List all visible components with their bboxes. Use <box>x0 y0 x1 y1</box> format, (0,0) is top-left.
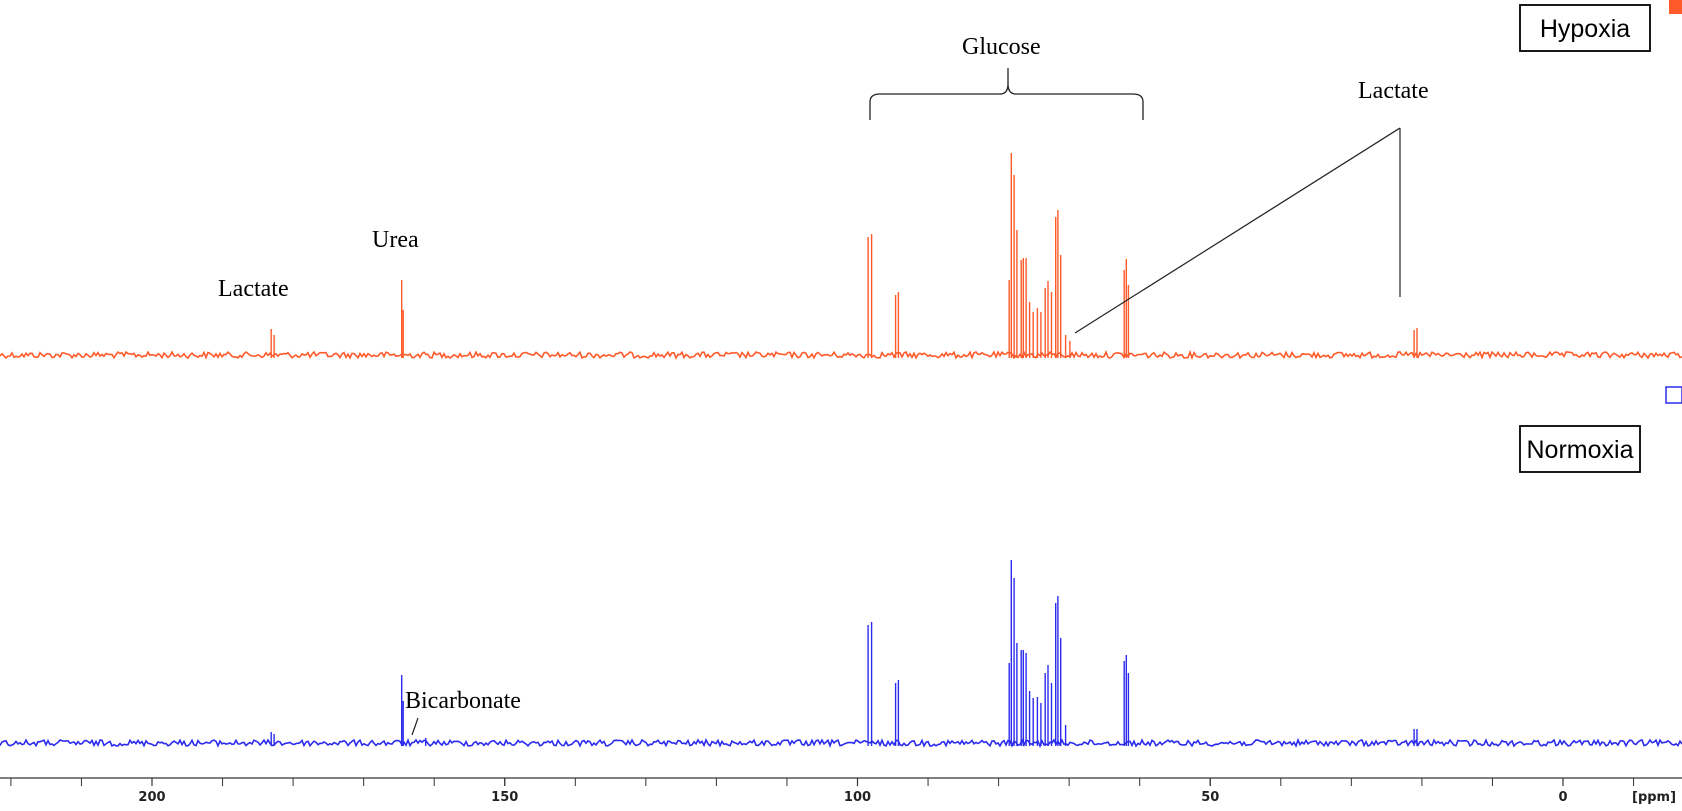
lactate-pointer-diagonal <box>1074 127 1401 334</box>
x-axis: 200 150 100 50 0 [ppm] <box>0 777 1682 805</box>
annotation-bicarbonate: Bicarbonate <box>405 688 521 714</box>
x-axis-minor-ticks <box>10 778 1635 786</box>
hypoxia-label-box <box>1519 4 1651 52</box>
x-tick-label: 50 <box>1201 790 1219 805</box>
bicarbonate-pointer <box>411 717 419 736</box>
spectrum-traces <box>0 153 1682 749</box>
series-normoxia <box>0 560 1682 749</box>
annotation-lactate-left: Lactate <box>218 276 289 302</box>
x-tick-label: 100 <box>844 790 871 805</box>
normoxia-label: Normoxia <box>1527 436 1634 464</box>
annotation-lactate-right: Lactate <box>1358 78 1429 104</box>
hypoxia-label: Hypoxia <box>1540 15 1630 43</box>
baseline-hypoxia <box>0 349 1682 361</box>
x-axis-unit-label: [ppm] <box>1632 790 1676 805</box>
annotation-urea: Urea <box>372 227 419 253</box>
baseline-normoxia <box>0 737 1682 749</box>
x-tick-label: 150 <box>491 790 518 805</box>
x-tick-label: 200 <box>138 790 165 805</box>
annotation-glucose: Glucose <box>962 34 1041 60</box>
glucose-bracket <box>869 68 1144 120</box>
normoxia-trace-marker <box>1665 386 1682 404</box>
series-hypoxia <box>0 153 1682 361</box>
x-tick-label: 0 <box>1558 790 1567 805</box>
hypoxia-trace-marker <box>1669 0 1682 14</box>
x-axis-major-ticks: 200 150 100 50 0 <box>138 778 1568 805</box>
normoxia-label-box <box>1519 425 1641 473</box>
